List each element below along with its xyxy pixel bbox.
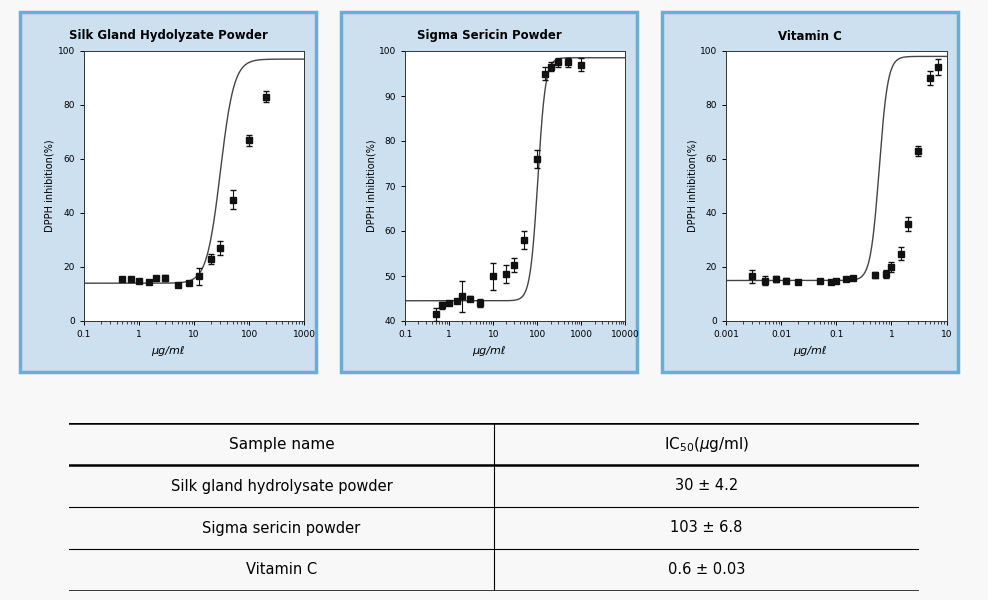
Text: Sigma Sericin Powder: Sigma Sericin Powder [417, 29, 561, 43]
Text: 103 ± 6.8: 103 ± 6.8 [670, 520, 743, 535]
Y-axis label: DPPH inhibition(%): DPPH inhibition(%) [366, 140, 376, 232]
Y-axis label: DPPH inhibition(%): DPPH inhibition(%) [44, 140, 55, 232]
Text: Vitamin C: Vitamin C [779, 29, 842, 43]
Y-axis label: DPPH inhibition(%): DPPH inhibition(%) [687, 140, 698, 232]
Text: Vitamin C: Vitamin C [246, 563, 317, 577]
Text: Sigma sericin powder: Sigma sericin powder [203, 520, 361, 535]
Text: 0.6 ± 0.03: 0.6 ± 0.03 [668, 563, 745, 577]
Text: Silk gland hydrolysate powder: Silk gland hydrolysate powder [171, 479, 392, 493]
Text: Silk Gland Hydolyzate Powder: Silk Gland Hydolyzate Powder [68, 29, 268, 43]
Text: 30 ± 4.2: 30 ± 4.2 [675, 479, 738, 493]
Text: μg/mℓ: μg/mℓ [793, 346, 827, 356]
Text: Sample name: Sample name [228, 437, 335, 451]
Text: μg/mℓ: μg/mℓ [151, 346, 185, 356]
Text: IC$_{50}$($\mu$g/ml): IC$_{50}$($\mu$g/ml) [664, 434, 749, 454]
Text: μg/mℓ: μg/mℓ [472, 346, 506, 356]
